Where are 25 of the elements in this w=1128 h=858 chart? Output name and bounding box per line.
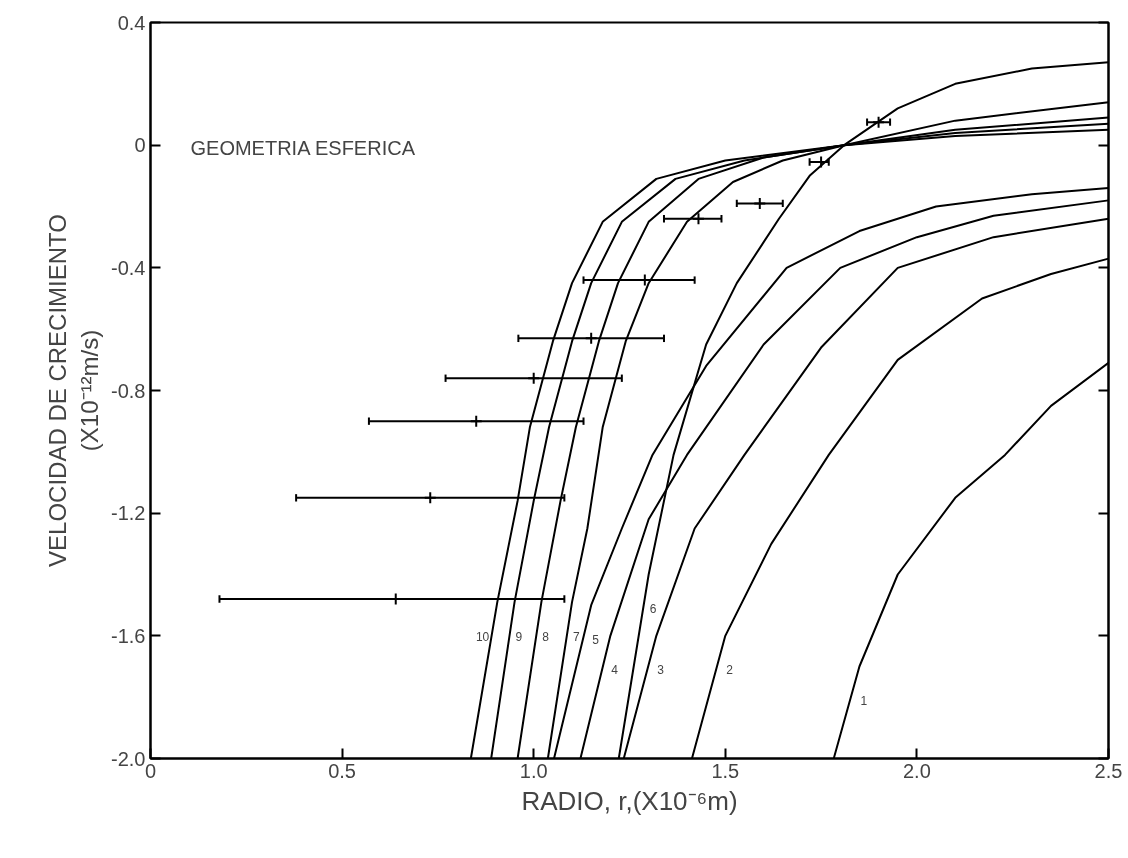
x-tick-label: 1.5 — [711, 759, 740, 782]
x-tick-label: 1.0 — [519, 759, 548, 782]
series-label: 3 — [657, 663, 665, 678]
x-tick-label: 2.5 — [1094, 759, 1123, 782]
series-label: 10 — [475, 629, 490, 644]
y-tick-label: -1.2 — [111, 502, 146, 525]
series-label: 1 — [860, 694, 868, 708]
y-tick-label: 0.4 — [117, 11, 146, 34]
x-tick-label: 0.5 — [328, 759, 357, 782]
series-label: 2 — [726, 663, 734, 678]
series-label: 5 — [592, 632, 600, 647]
series-label: 8 — [542, 629, 550, 644]
series-label: 9 — [515, 629, 523, 644]
y-tick-label: 0 — [134, 134, 146, 157]
y-tick-label: -1.6 — [111, 624, 146, 647]
y-tick-label: -0.4 — [111, 256, 146, 279]
y-axis-title: VELOCIDAD DE CRECIMIENTO (X10⁻¹²m/s) — [43, 214, 104, 567]
series-label: 7 — [573, 629, 581, 644]
y-tick-label: -2.0 — [111, 747, 146, 770]
annotation: GEOMETRIA ESFERICA — [190, 136, 416, 159]
series-label: 6 — [649, 602, 657, 616]
y-tick-label: -0.8 — [111, 379, 146, 402]
x-axis-title: RADIO, r,(X10⁻⁶m) — [521, 785, 738, 816]
x-tick-label: 2.0 — [903, 759, 931, 782]
series-label: 4 — [611, 663, 619, 678]
